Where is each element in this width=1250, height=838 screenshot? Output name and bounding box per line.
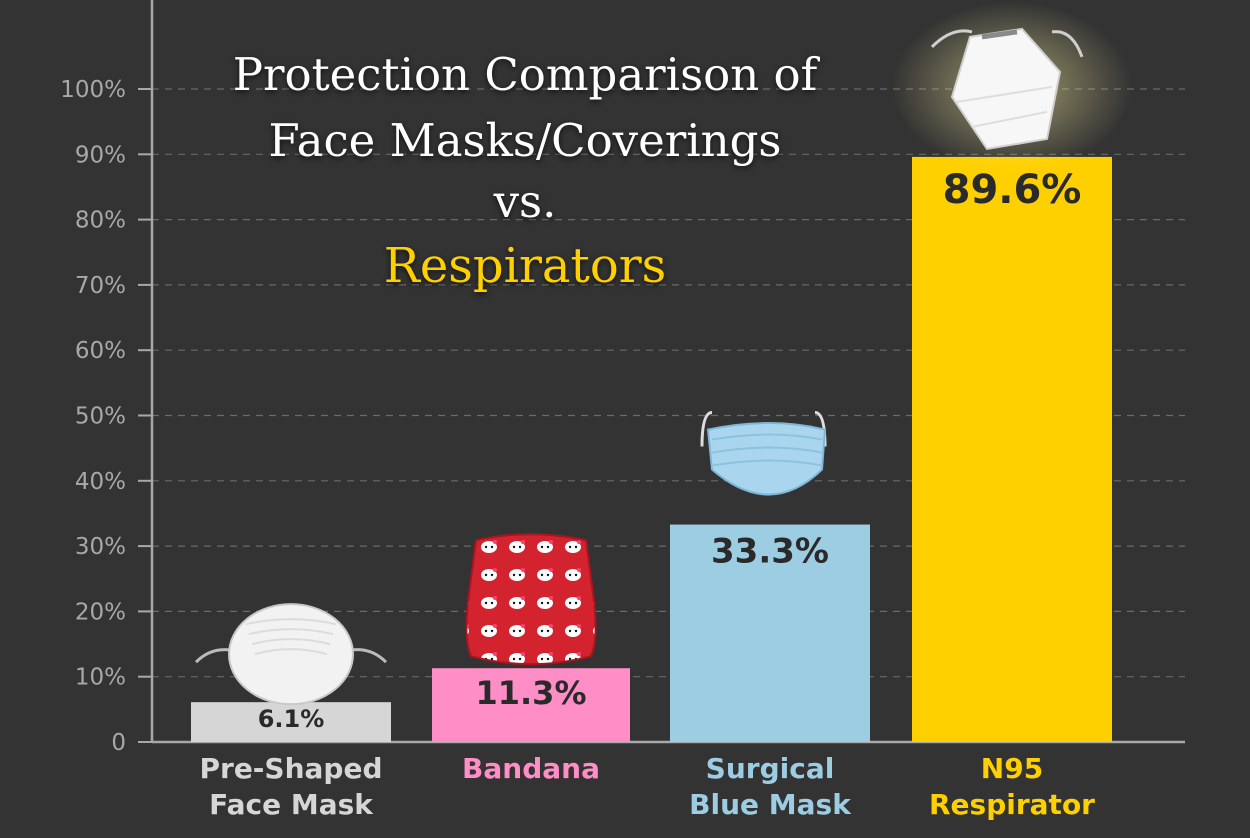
chart-title: Protection Comparison of Face Masks/Cove…	[190, 42, 860, 302]
category-label: Surgical	[706, 752, 835, 785]
bars: 6.1% 11.3% 33.3% 89.6%	[191, 156, 1112, 743]
value-label: 11.3%	[475, 674, 586, 712]
category-label: Pre-Shaped	[199, 752, 382, 785]
title-line-2: Face Masks/Coverings	[268, 114, 782, 167]
surgical-mask-icon	[700, 411, 827, 496]
category-label: Blue Mask	[689, 788, 852, 821]
value-label: 6.1%	[258, 705, 325, 733]
bandana-icon	[465, 533, 597, 666]
category-label: Respirator	[929, 788, 1095, 821]
bar-2	[670, 524, 870, 742]
mask-icons	[194, 1, 1132, 706]
y-tick-label: 100%	[60, 77, 126, 103]
dust-mask-icon	[194, 603, 388, 706]
y-tick-label: 70%	[75, 273, 126, 299]
n95-respirator-icon	[930, 27, 1084, 151]
title-line-4: Respirators	[383, 238, 667, 294]
bar-3	[912, 156, 1112, 743]
y-tick-label: 10%	[75, 665, 126, 691]
title-line-1: Protection Comparison of	[232, 48, 818, 101]
category-label: Face Mask	[209, 788, 374, 821]
value-label: 89.6%	[943, 167, 1082, 213]
y-tick-label: 0	[111, 730, 126, 756]
bar-1	[432, 668, 630, 742]
value-label: 33.3%	[711, 532, 829, 572]
category-label: Bandana	[462, 752, 600, 785]
y-tick-label: 40%	[75, 469, 126, 495]
y-tick-label: 20%	[75, 599, 126, 625]
bar-0	[191, 702, 391, 742]
y-tick-label: 50%	[75, 404, 126, 430]
y-tick-label: 90%	[75, 142, 126, 168]
y-tick-label: 60%	[75, 338, 126, 364]
category-label: N95	[981, 752, 1043, 785]
title-line-3: vs.	[493, 175, 557, 228]
y-tick-label: 80%	[75, 208, 126, 234]
y-tick-label: 30%	[75, 534, 126, 560]
